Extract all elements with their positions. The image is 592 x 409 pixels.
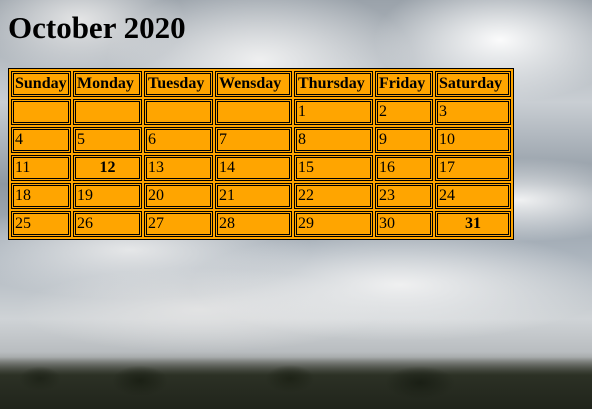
day-cell: 1 xyxy=(294,99,373,125)
day-cell: 18 xyxy=(11,183,71,209)
day-cell: 27 xyxy=(144,211,213,237)
day-cell: 13 xyxy=(144,155,213,181)
day-cell: 21 xyxy=(215,183,292,209)
weekday-header: Saturday xyxy=(435,71,511,97)
day-cell-highlighted: 31 xyxy=(435,211,511,237)
day-cell: 19 xyxy=(73,183,142,209)
day-cell: 29 xyxy=(294,211,373,237)
day-cell: 26 xyxy=(73,211,142,237)
day-cell: 7 xyxy=(215,127,292,153)
weekday-header: Thursday xyxy=(294,71,373,97)
day-cell: 8 xyxy=(294,127,373,153)
day-cell: 16 xyxy=(375,155,433,181)
weekday-header: Sunday xyxy=(11,71,71,97)
week-row: 4 5 6 7 8 9 10 xyxy=(11,127,511,153)
day-cell: 22 xyxy=(294,183,373,209)
week-row: 18 19 20 21 22 23 24 xyxy=(11,183,511,209)
day-cell: 9 xyxy=(375,127,433,153)
day-cell: 14 xyxy=(215,155,292,181)
day-cell xyxy=(11,99,71,125)
day-cell: 15 xyxy=(294,155,373,181)
week-row: 25 26 27 28 29 30 31 xyxy=(11,211,511,237)
day-cell xyxy=(73,99,142,125)
week-row: 11 12 13 14 15 16 17 xyxy=(11,155,511,181)
day-cell-highlighted: 12 xyxy=(73,155,142,181)
day-cell: 25 xyxy=(11,211,71,237)
weekday-header-row: Sunday Monday Tuesday Wensday Thursday F… xyxy=(11,71,511,97)
day-cell xyxy=(215,99,292,125)
week-row: 1 2 3 xyxy=(11,99,511,125)
day-cell: 17 xyxy=(435,155,511,181)
day-cell xyxy=(144,99,213,125)
day-cell: 11 xyxy=(11,155,71,181)
treeline-background xyxy=(0,357,592,409)
weekday-header: Tuesday xyxy=(144,71,213,97)
day-cell: 30 xyxy=(375,211,433,237)
day-cell: 3 xyxy=(435,99,511,125)
weekday-header: Monday xyxy=(73,71,142,97)
day-cell: 10 xyxy=(435,127,511,153)
day-cell: 4 xyxy=(11,127,71,153)
day-cell: 23 xyxy=(375,183,433,209)
day-cell: 28 xyxy=(215,211,292,237)
day-cell: 24 xyxy=(435,183,511,209)
page-title: October 2020 xyxy=(8,10,186,45)
day-cell: 20 xyxy=(144,183,213,209)
day-cell: 5 xyxy=(73,127,142,153)
day-cell: 2 xyxy=(375,99,433,125)
day-cell: 6 xyxy=(144,127,213,153)
weekday-header: Wensday xyxy=(215,71,292,97)
weekday-header: Friday xyxy=(375,71,433,97)
calendar-table: Sunday Monday Tuesday Wensday Thursday F… xyxy=(8,68,514,240)
